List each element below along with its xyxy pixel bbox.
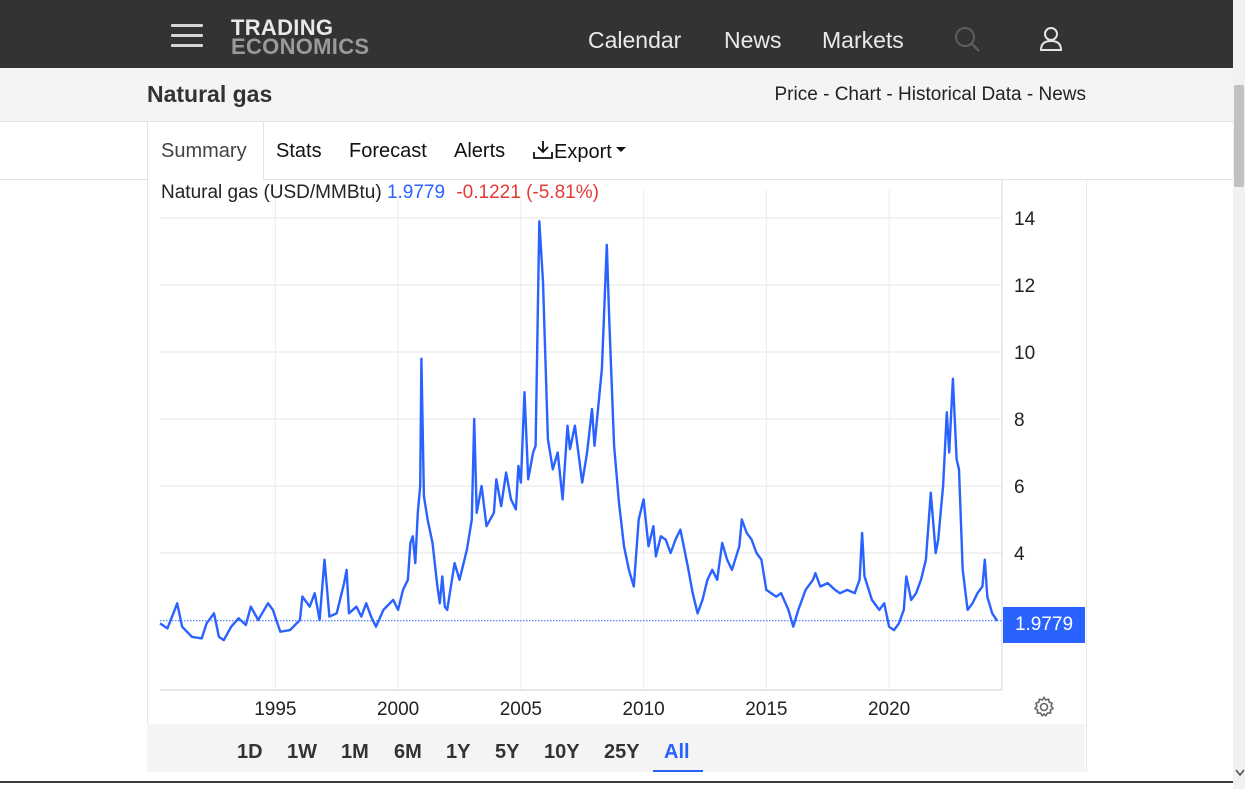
y-tick-label: 10 <box>1014 343 1035 364</box>
range-selector: 1D 1W 1M 6M 1Y 5Y 10Y 25Y All <box>147 724 1085 772</box>
range-all[interactable]: All <box>664 741 690 763</box>
y-tick-label: 4 <box>1014 544 1025 565</box>
link-news[interactable]: News <box>1038 84 1086 105</box>
y-tick-label: 6 <box>1014 477 1025 498</box>
tab-export[interactable]: Export <box>532 140 628 164</box>
price-badge: 1.9779 <box>1003 607 1085 643</box>
x-tick-label: 2010 <box>622 699 664 720</box>
nav-calendar[interactable]: Calendar <box>588 27 682 53</box>
price-chart[interactable]: 4 6 8 10 12 14 1995 2000 2005 2010 2015 2020 <box>147 180 1085 725</box>
x-tick-label: 2020 <box>868 699 910 720</box>
separator: - <box>1021 84 1039 105</box>
scroll-down-arrow-icon[interactable] <box>1235 764 1245 777</box>
top-navbar: TRADING ECONOMICS Calendar News Markets <box>0 0 1233 68</box>
y-tick-label: 8 <box>1014 410 1025 431</box>
search-icon[interactable] <box>954 26 982 59</box>
chart-legend: Natural gas (USD/MMBtu) 1.9779 -0.1221 (… <box>161 182 599 204</box>
link-chart[interactable]: Chart <box>834 84 882 105</box>
menu-icon[interactable] <box>171 22 203 50</box>
tab-summary[interactable]: Summary <box>161 140 247 162</box>
series-name: Natural gas (USD/MMBtu) <box>161 182 382 203</box>
scrollbar-thumb[interactable] <box>1234 85 1244 187</box>
price-series-line <box>159 220 999 642</box>
tab-stats[interactable]: Stats <box>276 140 322 162</box>
range-1d[interactable]: 1D <box>237 741 263 763</box>
current-value: 1.9779 <box>386 182 446 203</box>
nav-news[interactable]: News <box>724 27 782 53</box>
link-price[interactable]: Price <box>774 84 818 105</box>
bottom-divider <box>0 781 1233 783</box>
title-bar: Natural gas Price - Chart - Historical D… <box>0 68 1233 122</box>
nav-markets[interactable]: Markets <box>822 27 904 53</box>
page-title: Natural gas <box>147 81 273 107</box>
breadcrumb: Price - Chart - Historical Data - News <box>775 84 1087 106</box>
y-tick-label: 12 <box>1014 276 1035 297</box>
x-tick-label: 2015 <box>745 699 787 720</box>
range-10y[interactable]: 10Y <box>544 741 580 763</box>
trading-economics-logo[interactable]: TRADING ECONOMICS <box>231 16 401 60</box>
tabs-bar: Summary Stats Forecast Alerts Export <box>0 122 1233 180</box>
tab-forecast[interactable]: Forecast <box>349 140 427 162</box>
x-tick-label: 2005 <box>500 699 542 720</box>
range-6m[interactable]: 6M <box>394 741 422 763</box>
range-1w[interactable]: 1W <box>287 741 317 763</box>
y-tick-label: 14 <box>1014 209 1036 230</box>
separator: - <box>881 84 899 105</box>
range-5y[interactable]: 5Y <box>495 741 520 763</box>
caret-down-icon <box>615 147 626 152</box>
range-1y[interactable]: 1Y <box>446 741 471 763</box>
logo-line-2: ECONOMICS <box>231 34 370 59</box>
gear-icon[interactable] <box>1032 695 1056 724</box>
active-range-indicator <box>653 770 703 772</box>
x-tick-label: 2000 <box>377 699 419 720</box>
range-25y[interactable]: 25Y <box>604 741 640 763</box>
user-icon[interactable] <box>1039 26 1063 57</box>
link-historical-data[interactable]: Historical Data <box>898 84 1022 105</box>
export-label: Export <box>554 141 612 163</box>
logo-line-1: TRADING <box>231 15 334 40</box>
active-tab-frame <box>147 122 264 180</box>
tab-alerts[interactable]: Alerts <box>454 140 506 162</box>
x-tick-label: 1995 <box>254 699 296 720</box>
separator: - <box>817 84 835 105</box>
page-scrollbar[interactable] <box>1233 0 1245 789</box>
price-change: -0.1221 (-5.81%) <box>456 182 599 203</box>
download-icon <box>533 141 553 159</box>
range-1m[interactable]: 1M <box>341 741 369 763</box>
